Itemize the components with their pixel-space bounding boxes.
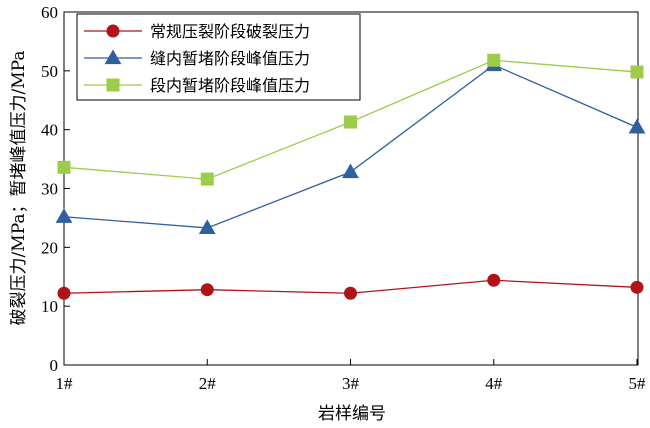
data-point — [487, 273, 501, 287]
series-layer — [55, 53, 646, 300]
legend-marker — [106, 24, 120, 38]
data-point — [55, 208, 73, 223]
x-tick-label: 3# — [342, 374, 360, 393]
series-1 — [57, 273, 644, 300]
data-point — [344, 286, 357, 300]
y-tick-label: 40 — [41, 121, 58, 140]
axes: 0 10 20 30 40 50 60 1# 2# 3# 4# 5# — [41, 3, 646, 393]
legend-label: 段内暂堵阶段峰值压力 — [150, 76, 310, 95]
data-point — [344, 115, 357, 129]
y-tick-label: 50 — [41, 62, 58, 81]
legend-marker — [106, 78, 120, 92]
y-tick-label: 60 — [41, 3, 58, 22]
data-point — [628, 118, 646, 134]
legend-box — [76, 13, 361, 101]
x-tick-label: 5# — [629, 374, 647, 393]
y-tick-label: 0 — [50, 356, 59, 375]
x-axis-title: 岩样编号 — [318, 404, 386, 424]
data-point — [630, 280, 644, 294]
y-axis-title: 破裂压力/MPa；暂堵峰值压力/MPa — [9, 51, 29, 326]
data-point — [200, 283, 214, 297]
y-tick-label: 20 — [41, 238, 58, 257]
data-point — [342, 163, 359, 179]
data-point — [57, 286, 71, 300]
series-3 — [57, 53, 644, 186]
x-tick-label: 4# — [485, 374, 503, 393]
legend-label: 缝内暂堵阶段峰值压力 — [150, 49, 310, 68]
data-point — [57, 160, 71, 174]
data-point — [198, 219, 216, 235]
data-point — [200, 172, 214, 186]
legend-label: 常规压裂阶段破裂压力 — [150, 22, 310, 41]
x-tick-label: 2# — [199, 374, 217, 393]
data-point — [630, 65, 644, 79]
data-point — [487, 53, 501, 67]
y-tick-label: 30 — [41, 180, 58, 199]
series-2 — [55, 56, 646, 235]
y-tick-label: 10 — [41, 297, 58, 316]
x-tick-label: 1# — [56, 374, 74, 393]
legend-marker — [104, 49, 122, 65]
